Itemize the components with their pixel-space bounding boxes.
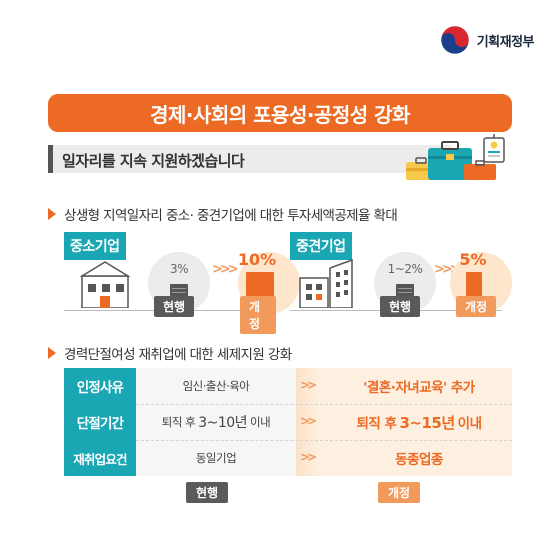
subtitle-accent-bar: [48, 145, 53, 173]
table-new-tag: 개정: [378, 482, 421, 503]
row-label: 단절기간: [76, 416, 124, 432]
chevron-right-icon: >>: [300, 450, 317, 464]
subtitle-text: 일자리를 지속 지원하겠습니다: [62, 152, 245, 170]
taegeuk-emblem-icon: [440, 25, 469, 55]
row-new-prefix: 퇴직 후: [356, 416, 397, 432]
row-divider: [136, 404, 512, 405]
logo-text: 기획재정부: [476, 34, 535, 50]
row-label: 재취업요건: [73, 451, 127, 467]
sme-current-rate: 3%: [169, 262, 189, 276]
comparison-table: 인정사유 임신·출산·육아 >> '결혼·자녀교육' 추가 단절기간 퇴직 후 …: [64, 368, 512, 476]
section1-heading-text: 상생형 지역일자리 중소· 중견기업에 대한 투자세액공제율 확대: [64, 208, 398, 224]
row-new: 퇴직 후 3~15년 이내: [326, 404, 512, 440]
midsize-current-tag: 현행: [380, 296, 421, 317]
table-label-column: [64, 368, 136, 476]
new-rate-stack-icon: [466, 272, 482, 302]
factory-building-icon: [79, 261, 131, 308]
chevron-right-icon: >>>: [212, 262, 239, 277]
current-rate-block-icon: [170, 284, 188, 298]
page-title: 경제·사회의 포용성·공정성 강화: [48, 94, 512, 132]
row-current: 퇴직 후 3~10년 이내: [136, 404, 296, 440]
triangle-bullet-icon: [48, 208, 56, 220]
briefcase-illustration-icon: [406, 134, 505, 180]
table-new-column: [296, 368, 512, 476]
midsize-label: 중견기업: [290, 232, 352, 260]
chevron-right-icon: >>: [300, 414, 317, 428]
sme-current-tag: 현행: [154, 296, 195, 317]
row-new-number: 3~15년: [399, 413, 455, 432]
office-buildings-icon: [299, 258, 353, 308]
sme-new-rate: 10%: [237, 250, 277, 269]
row-current-number: 3~10년: [198, 415, 248, 431]
current-rate-block-icon: [396, 284, 414, 298]
row-new: '결혼·자녀교육' 추가: [363, 380, 475, 396]
section2-heading-text: 경력단절여성 재취업에 대한 세제지원 강화: [64, 347, 292, 363]
table-new-gradient: [296, 368, 320, 476]
subtitle-bar: 일자리를 지속 지원하겠습니다: [48, 145, 452, 173]
chevron-right-icon: >>: [300, 378, 317, 392]
row-current: 동일기업: [195, 451, 237, 465]
row-current-suffix: 이내: [250, 415, 271, 429]
section1-heading: 상생형 지역일자리 중소· 중견기업에 대한 투자세액공제율 확대: [48, 204, 398, 224]
row-current: 임신·출산·육아: [182, 379, 250, 393]
table-current-column: [136, 368, 296, 476]
row-new-suffix: 이내: [457, 416, 482, 432]
ministry-logo: 기획재정부: [439, 24, 535, 56]
triangle-bullet-icon: [48, 347, 56, 359]
section2-heading: 경력단절여성 재취업에 대한 세제지원 강화: [48, 343, 292, 363]
table-row: 단절기간 퇴직 후 3~10년 이내 >> 퇴직 후 3~15년 이내: [64, 404, 512, 440]
sme-comparison: 중소기업 3% >>> 10% 현행 개정: [64, 226, 300, 334]
midsize-new-rate: 5%: [459, 250, 487, 269]
table-current-tag: 현행: [186, 482, 229, 503]
row-current-prefix: 퇴직 후: [161, 415, 196, 429]
row-divider: [136, 440, 512, 441]
sme-label: 중소기업: [64, 232, 126, 260]
table-row: 재취업요건 동일기업 >> 동종업종: [64, 440, 512, 476]
row-new: 동종업종: [395, 452, 443, 468]
sme-new-tag: 개정: [240, 296, 276, 334]
midsize-new-tag: 개정: [456, 296, 497, 317]
table-row: 인정사유 임신·출산·육아 >> '결혼·자녀교육' 추가: [64, 368, 512, 404]
row-label: 인정사유: [76, 380, 124, 396]
midsize-current-rate: 1~2%: [387, 262, 423, 276]
midsize-comparison: 중견기업 1~2% >>> 5% 현행 개정: [290, 226, 512, 324]
